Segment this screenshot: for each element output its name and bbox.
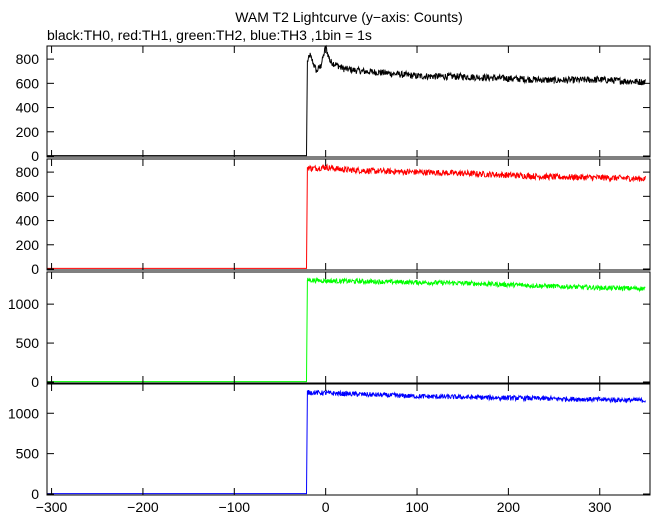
panel-th2: 0 500 1000: [8, 271, 651, 390]
chart-subtitle: black:TH0, red:TH1, green:TH2, blue:TH3 …: [47, 27, 372, 43]
y-tick-label: 500: [16, 335, 40, 351]
y-tick-label: 0: [31, 148, 39, 164]
x-tick-label: −100: [219, 499, 251, 515]
x-tick-label: 100: [405, 499, 429, 515]
y-tick-label: 200: [16, 124, 40, 140]
y-tick-label: 1000: [8, 405, 39, 421]
x-tick-label: 0: [322, 499, 330, 515]
y-tick-label: 400: [16, 100, 40, 116]
panel-th1: 0 200 400 600 800: [16, 158, 651, 277]
y-tick-label: 800: [16, 164, 40, 180]
lightcurve-th1: [47, 163, 646, 269]
lightcurve-th3: [47, 389, 646, 495]
panel-frame: [46, 45, 651, 158]
y-tick-label: 0: [31, 486, 39, 502]
x-tick-label: −300: [36, 499, 68, 515]
panel-frame: [46, 271, 651, 384]
x-tick-label: 300: [588, 499, 612, 515]
y-tick-label: 600: [16, 75, 40, 91]
y-tick-label: 1000: [8, 296, 39, 312]
panel-th3: 0 500 1000: [8, 383, 651, 502]
panels-group: 0200400600800020040060080005001000050010…: [8, 44, 651, 502]
y-tick-label: 600: [16, 188, 40, 204]
y-tick-label: 0: [31, 261, 39, 277]
lightcurve-th2: [47, 277, 646, 383]
y-tick-label: 200: [16, 237, 40, 253]
y-tick-label: 0: [31, 374, 39, 390]
panel-frame: [46, 158, 651, 271]
x-tick-label: −200: [127, 499, 159, 515]
panel-th0: 0 200 400 600 800: [16, 44, 651, 164]
lightcurve-th0: [47, 44, 646, 157]
x-axis: −300 −200 −100 0 100 200 300: [36, 499, 612, 515]
panel-frame: [46, 383, 651, 496]
x-tick-label: 200: [497, 499, 521, 515]
y-tick-label: 500: [16, 446, 40, 462]
chart-title: WAM T2 Lightcurve (y−axis: Counts): [235, 9, 463, 25]
y-tick-label: 400: [16, 213, 40, 229]
y-tick-label: 800: [16, 51, 40, 67]
